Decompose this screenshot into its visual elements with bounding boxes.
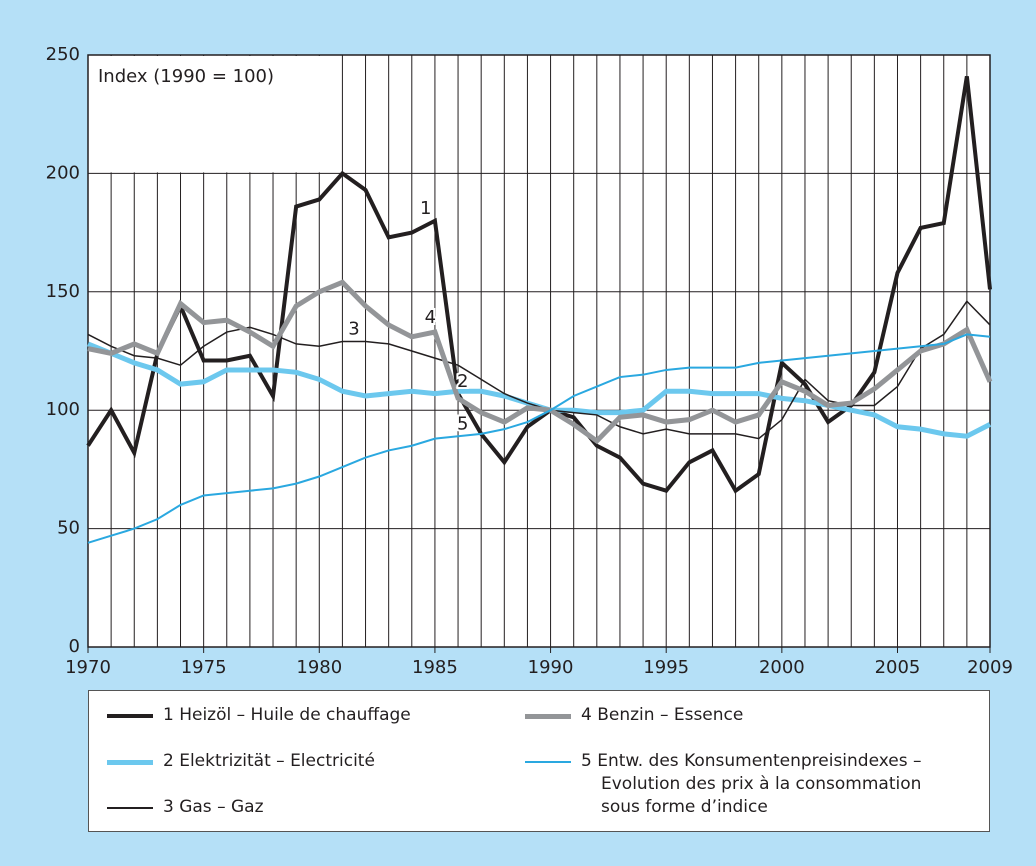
legend-entry: 2 Elektrizität – Electricité	[107, 750, 508, 773]
series-line	[87, 279, 993, 445]
y-tick-label: 50	[57, 518, 80, 539]
y-axis-label: Index (1990 = 100)	[98, 66, 274, 87]
x-tick-label: 1995	[643, 657, 689, 678]
legend-swatch	[525, 761, 571, 763]
legend-label: 4 Benzin – Essence	[581, 705, 744, 725]
legend-label: 2 Elektrizität – Electricité	[163, 751, 375, 771]
legend-swatch	[107, 714, 153, 718]
x-tick-label: 1980	[296, 657, 342, 678]
line-annotation: 5	[457, 413, 468, 434]
legend-label: 5 Entw. des Konsumentenpreisindexes – Ev…	[581, 751, 922, 817]
y-tick-label: 150	[46, 281, 80, 302]
legend-label: 3 Gas – Gaz	[163, 797, 264, 817]
line-annotation: 2	[457, 371, 468, 392]
x-tick-label: 2009	[967, 657, 1013, 678]
y-tick-label: 100	[46, 399, 80, 420]
line-annotation: 1	[420, 198, 431, 219]
x-tick-label: 2005	[875, 657, 921, 678]
x-tick-label: 1985	[412, 657, 458, 678]
y-tick-label: 250	[46, 44, 80, 65]
x-tick-label: 2000	[759, 657, 805, 678]
x-tick-label: 1970	[65, 657, 111, 678]
y-tick-label: 200	[46, 162, 80, 183]
line-annotation: 3	[348, 319, 359, 340]
legend-swatch	[107, 807, 153, 809]
y-tick-label: 0	[69, 636, 80, 657]
x-tick-label: 1975	[181, 657, 227, 678]
x-tick-label: 1990	[528, 657, 574, 678]
legend-entry: 4 Benzin – Essence	[525, 704, 926, 727]
label-box	[89, 56, 342, 173]
series-line	[87, 333, 991, 544]
legend-swatch	[525, 713, 571, 719]
legend-label: 1 Heizöl – Huile de chauffage	[163, 705, 411, 725]
legend-entry: 5 Entw. des Konsumentenpreisindexes – Ev…	[525, 750, 951, 819]
legend: 1 Heizöl – Huile de chauffage 2 Elektrizi…	[88, 690, 990, 832]
legend-swatch	[107, 759, 153, 765]
series-line	[86, 76, 992, 494]
legend-entry: 3 Gas – Gaz	[107, 796, 508, 819]
line-annotation: 4	[425, 307, 436, 328]
legend-entry: 1 Heizöl – Huile de chauffage	[107, 704, 508, 727]
